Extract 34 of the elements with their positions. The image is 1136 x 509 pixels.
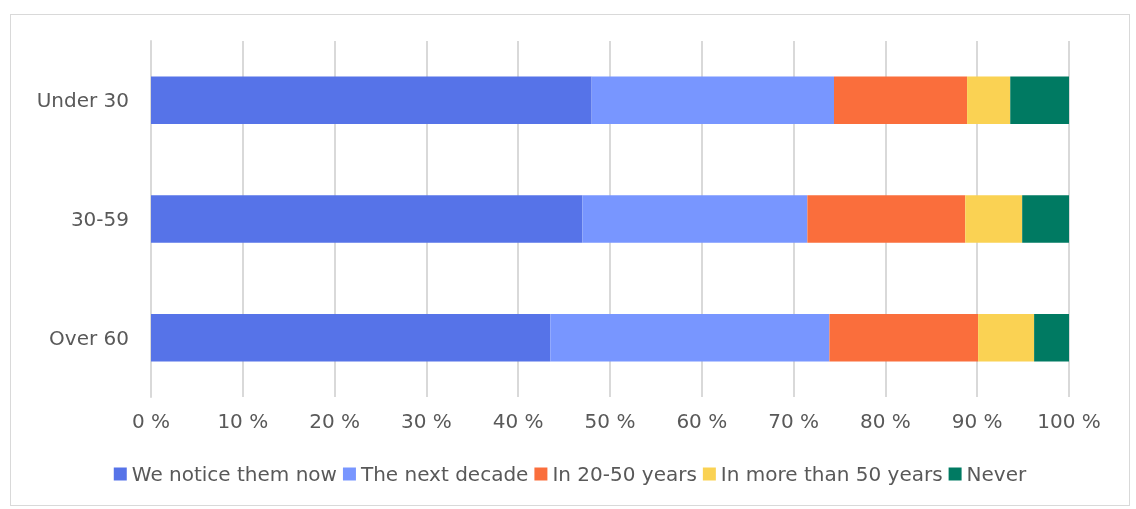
- bar: [833, 76, 968, 125]
- x-tick-label: 30 %: [400, 409, 452, 433]
- x-tick-label: 100 %: [1037, 409, 1101, 433]
- legend-label: In more than 50 years: [720, 462, 943, 486]
- x-tick-label: 0 %: [131, 409, 171, 433]
- bar: [829, 313, 979, 362]
- legend-label: In 20-50 years: [552, 462, 697, 486]
- x-tick-label: 10 %: [217, 409, 269, 433]
- x-tick-label: 40 %: [492, 409, 544, 433]
- bar: [965, 195, 1023, 243]
- bar: [151, 313, 551, 362]
- bar: [807, 195, 966, 243]
- bar: [978, 313, 1035, 362]
- bar: [151, 195, 583, 243]
- bar: [550, 313, 830, 362]
- x-tick-label: 70 %: [768, 409, 820, 433]
- bar: [1022, 195, 1069, 243]
- legend-label: Never: [966, 462, 1028, 486]
- bar: [591, 76, 834, 125]
- x-tick-label: 50 %: [584, 409, 636, 433]
- y-tick-label: Over 60: [49, 325, 129, 350]
- x-tick-label: 90 %: [951, 409, 1003, 433]
- legend-label: The next decade: [359, 462, 529, 486]
- bar: [1034, 313, 1069, 362]
- bar: [151, 76, 592, 125]
- bar: [582, 195, 808, 243]
- bar: [967, 76, 1011, 125]
- x-tick-label: 80 %: [859, 409, 911, 433]
- legend-label: We notice them now: [131, 462, 337, 486]
- x-tick-label: 60 %: [676, 409, 728, 433]
- y-tick-label: 30-59: [70, 207, 129, 231]
- y-tick-label: Under 30: [36, 88, 129, 113]
- x-tick-label: 20 %: [309, 409, 361, 433]
- bar: [1010, 76, 1069, 125]
